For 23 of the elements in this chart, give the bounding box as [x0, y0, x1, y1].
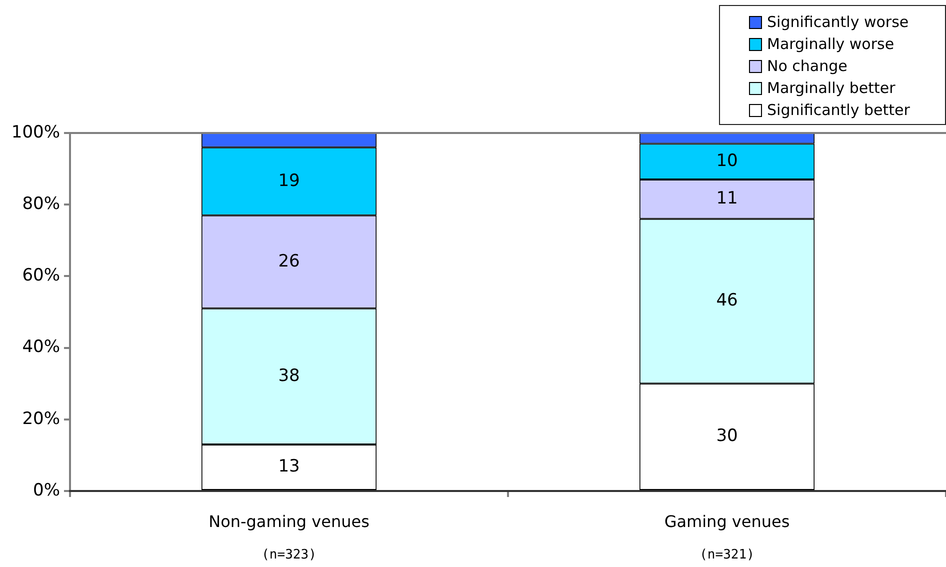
- y-tick-label: 100%: [11, 122, 60, 142]
- legend-label: No change: [767, 57, 848, 75]
- legend-label: Marginally better: [767, 79, 896, 97]
- y-tick-label: 40%: [22, 337, 60, 358]
- data-label: 26: [278, 251, 300, 272]
- text: (n=321): [700, 547, 754, 562]
- data-label: 30: [716, 426, 738, 446]
- x-tick-label: Non-gaming venues: [208, 512, 370, 531]
- legend-label: Significantly worse: [767, 13, 909, 31]
- text: Significantly better: [767, 101, 910, 119]
- x-tick-label: Gaming venues: [664, 512, 790, 531]
- data-label: 46: [716, 290, 738, 311]
- data-label: 19: [278, 170, 300, 191]
- data-label: 11: [716, 188, 738, 209]
- data-label: 10: [716, 151, 738, 172]
- data-label: 13: [278, 456, 300, 477]
- y-tick-label: 0%: [33, 480, 60, 500]
- legend-label: Marginally worse: [767, 35, 894, 53]
- text: (n=323): [262, 547, 316, 562]
- y-tick-label: 60%: [22, 266, 60, 286]
- y-tick-label: 80%: [22, 194, 60, 214]
- y-tick-label: 20%: [22, 408, 60, 429]
- data-label: 38: [278, 366, 300, 386]
